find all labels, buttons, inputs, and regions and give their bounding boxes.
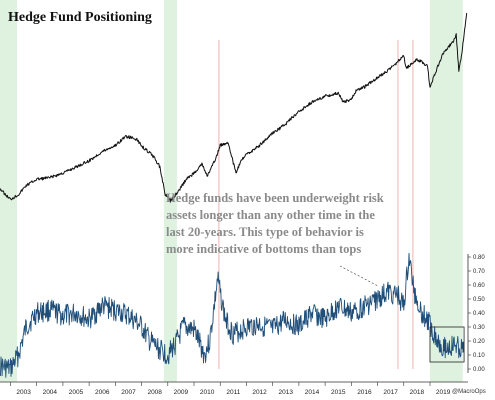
x-tick-label-2005: 2005 bbox=[69, 389, 84, 396]
y-axis-ticks: 0.00 0.10 0.20 0.30 0.40 0.50 0.60 0.70 0.80 bbox=[468, 255, 485, 373]
annotation: Hedge funds have been underweight risk as… bbox=[166, 191, 384, 256]
series-line-equity-index bbox=[0, 13, 468, 203]
axes bbox=[0, 254, 469, 383]
y-tick-label-2: 0.20 bbox=[473, 339, 485, 345]
y-tick-label-7: 0.70 bbox=[473, 269, 485, 275]
x-tick-label-2011: 2011 bbox=[226, 389, 240, 396]
y-tick-label-8: 0.80 bbox=[473, 255, 485, 261]
shaded-period-3 bbox=[429, 0, 463, 382]
x-tick-label-2018: 2018 bbox=[410, 389, 425, 396]
x-axis-ticks: 2003 2004 2005 2006 2007 2008 2009 2010 2011 2012… bbox=[10, 382, 451, 396]
shaded-period-1 bbox=[0, 0, 18, 382]
annotation-line-1: Hedge funds have been underweight risk bbox=[166, 191, 384, 205]
x-tick-label-2004: 2004 bbox=[43, 389, 58, 396]
x-tick-label-2003: 2003 bbox=[16, 389, 31, 396]
x-tick-label-2009: 2009 bbox=[174, 389, 189, 396]
x-tick-label-2013: 2013 bbox=[279, 389, 294, 396]
credit-text: @MacroOps bbox=[452, 389, 486, 395]
annotation-line-4: more indicative of bottoms than tops bbox=[166, 242, 361, 256]
y-tick-label-0: 0.00 bbox=[473, 367, 485, 373]
y-tick-label-6: 0.60 bbox=[473, 283, 485, 289]
series-lines bbox=[0, 13, 468, 378]
overlay bbox=[339, 265, 465, 363]
annotation-line-3: last 20-years. This type of behavior is bbox=[166, 225, 364, 239]
x-tick-label-2010: 2010 bbox=[200, 389, 215, 396]
x-tick-label-2012: 2012 bbox=[252, 389, 267, 396]
annotation-line-2: assets longer than any other time in the bbox=[166, 208, 375, 222]
y-tick-label-5: 0.50 bbox=[473, 297, 485, 303]
annotation-arrow bbox=[339, 265, 379, 287]
highlight-box bbox=[429, 326, 465, 363]
x-tick-label-2007: 2007 bbox=[121, 389, 136, 396]
series-line-hedge-fund-positioning bbox=[0, 252, 465, 378]
chart-title: Hedge Fund Positioning bbox=[8, 10, 152, 25]
marker-lines bbox=[218, 40, 414, 369]
x-tick-label-2019: 2019 bbox=[436, 389, 451, 396]
shaded-period-2 bbox=[163, 0, 177, 382]
shaded-periods bbox=[0, 0, 463, 382]
y-tick-label-3: 0.30 bbox=[473, 325, 485, 331]
x-tick-label-2006: 2006 bbox=[95, 389, 110, 396]
x-tick-label-2016: 2016 bbox=[357, 389, 372, 396]
x-tick-label-2017: 2017 bbox=[383, 389, 398, 396]
y-tick-label-1: 0.10 bbox=[473, 353, 485, 359]
y-tick-label-4: 0.40 bbox=[473, 311, 485, 317]
x-tick-label-2015: 2015 bbox=[331, 389, 346, 396]
x-tick-label-2014: 2014 bbox=[305, 389, 320, 396]
x-tick-label-2008: 2008 bbox=[147, 389, 162, 396]
